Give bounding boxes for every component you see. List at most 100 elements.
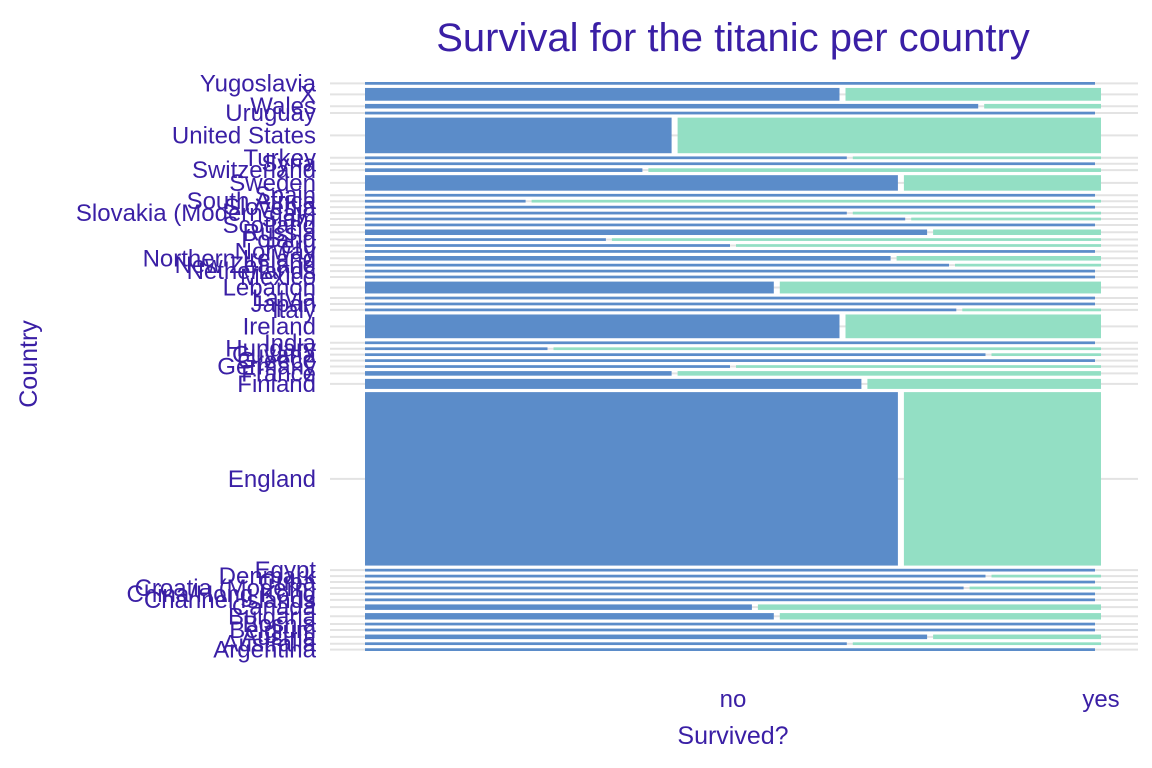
bar-yes-x [845,87,1101,101]
bar-no-india [365,341,1095,345]
bar-yes-austria [933,634,1101,640]
chart-title: Survival for the titanic per country [436,16,1030,60]
bar-no-peru [365,244,730,247]
y-tick-label-united-states: United States [172,122,316,149]
x-tick-label-no: no [720,686,747,713]
bar-no-guyana [365,353,986,357]
bar-yes-france [677,371,1101,376]
x-tick-label-yes: yes [1082,686,1119,713]
bar-no-england [365,392,898,566]
bar-yes-new-zealand [955,263,1101,267]
y-tick-label-spain: Spain [255,182,316,209]
bar-yes-siam [911,217,1101,221]
y-tick-label-argentina: Argentina [213,637,316,664]
bar-no-russia [365,229,928,235]
y-tick-label-peru: Peru [265,232,316,259]
y-tick-label-x: X [300,81,316,108]
bar-no-latvia [365,296,1095,300]
bar-no-norway [365,250,1095,253]
y-tick-label-bulgaria: Bulgaria [228,603,317,630]
y-tick-label-yugoslavia: Yugoslavia [200,70,317,97]
bar-no-poland [365,238,606,241]
bar-yes-australia [852,642,1101,646]
bar-yes-guyana [991,353,1101,357]
bar-no-austria [365,634,928,640]
bar-no-slovenia [365,205,1095,209]
bar-yes-russia [933,229,1101,235]
y-tick-label-japan: Japan [251,291,316,318]
bar-no-netherlands [365,269,1095,273]
y-tick-label-egypt: Egypt [255,557,317,584]
y-tick-label-germany: Germany [217,354,316,381]
y-tick-label-syria: Syria [261,151,316,178]
bar-no-cuba [365,580,1095,584]
bar-no-ireland [365,314,840,339]
bar-yes-south-africa [531,199,1101,203]
y-tick-label-belgium: Belgium [229,617,316,644]
bar-yes-sweden [903,175,1101,191]
y-axis-title: Country [15,320,43,408]
bar-no-x [365,87,840,101]
bar-no-germany [365,365,730,368]
y-tick-label-italy: Italy [272,297,316,324]
bar-no-italy [365,308,957,312]
bar-yes-bulgaria [779,613,1101,620]
bar-no-belgium [365,628,1095,632]
bar-no-siam [365,217,906,221]
bar-yes-switzerland [648,168,1101,172]
y-tick-label-latvia: Latvia [252,285,317,312]
y-tick-label-ireland: Ireland [243,313,316,340]
x-tick-labels: no yes [720,686,1120,713]
bar-no-uruguay [365,111,1095,115]
bar-no-channel-islands [365,598,1095,602]
bar-no-australia [365,642,847,646]
y-tick-label-siam: Siam [261,206,316,233]
y-tick-label-wales: Wales [250,93,316,120]
bar-no-yugoslavia [365,82,1095,85]
y-tick-label-netherlands: Netherlands [187,258,316,285]
bar-no-japan [365,302,1095,306]
y-tick-label-russia: Russia [243,219,317,246]
bar-yes-canada [757,604,1101,610]
bar-no-scotland [365,223,1095,227]
bar-no-finland [365,378,862,389]
y-tick-label-turkey: Turkey [244,145,316,172]
y-tick-label-slovakia-modern-day: Slovakia (Modern day) [76,200,316,227]
bar-no-sweden [365,175,898,191]
bar-yes-northern-ireland [896,256,1101,261]
y-tick-label-guyana: Guyana [232,342,317,369]
y-tick-label-scotland: Scotland [223,212,316,239]
bar-yes-denmark [991,574,1101,578]
y-tick-label-france: France [241,360,316,387]
bar-yes-wales [984,103,1101,109]
bar-segments [365,82,1101,651]
bar-yes-england [903,392,1101,566]
y-tick-label-bosnia: Bosnia [243,611,317,638]
bar-no-bosnia [365,622,1095,626]
bar-no-hungary [365,347,548,351]
bar-no-lebanon [365,281,774,294]
bar-yes-finland [867,378,1101,389]
y-tick-label-austria: Austria [241,624,316,651]
y-tick-label-cuba: Cuba [259,569,317,596]
y-tick-label-northern-ireland: Northern Ireland [143,245,316,272]
bar-no-denmark [365,574,986,578]
bar-no-switzerland [365,168,643,172]
bar-no-egypt [365,568,1095,572]
bar-yes-peru [736,244,1101,247]
bar-no-spain [365,193,1095,197]
y-tick-label-denmark: Denmark [219,563,317,590]
bar-yes-hungary [553,347,1101,351]
bar-no-wales [365,103,979,109]
y-tick-label-south-africa: South Africa [187,188,317,215]
y-tick-label-new-zealand: New Zealand [175,252,316,279]
y-tick-label-india: India [264,330,317,357]
bar-yes-poland [611,238,1101,241]
bar-yes-lebanon [779,281,1101,294]
bar-yes-italy [962,308,1101,312]
bar-no-turkey [365,156,847,160]
bar-yes-united-states [677,117,1101,154]
y-tick-label-channel-islands: Channel Islands [144,587,316,614]
bar-no-croatia-modern [365,586,964,590]
